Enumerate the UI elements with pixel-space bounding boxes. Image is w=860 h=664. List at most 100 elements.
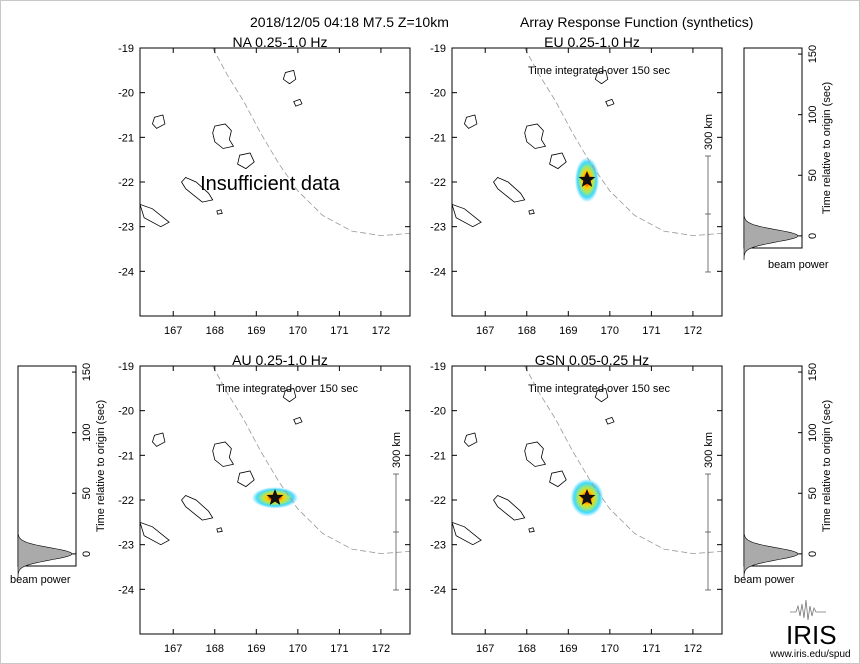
x-tick-label: 169 <box>247 643 265 655</box>
coastline-island-loyalty-a <box>524 123 547 149</box>
coastline-island-small-a <box>464 114 478 129</box>
plate-boundary <box>212 48 410 237</box>
x-tick-label: 168 <box>206 325 224 337</box>
x-tick-label: 167 <box>476 643 494 655</box>
panel-title: EU 0.25-1.0 Hz <box>544 34 640 50</box>
figure-title: 2018/12/05 04:18 M7.5 Z=10km <box>250 14 449 30</box>
beam-y-tick-label: 0 <box>81 551 93 557</box>
beam-power-frame <box>743 365 803 567</box>
coastline-island-sliver <box>140 521 170 546</box>
x-tick-label: 172 <box>372 325 390 337</box>
coastline-island-sliver <box>452 203 482 228</box>
y-tick-label: -23 <box>430 222 446 234</box>
coastline-island-loyalty-b <box>549 470 567 488</box>
y-tick-label: -20 <box>118 88 134 100</box>
map-layer <box>452 366 722 555</box>
x-tick-label: 172 <box>372 643 390 655</box>
x-tick-label: 169 <box>559 325 577 337</box>
beam-y-tick-label: 150 <box>807 363 819 381</box>
x-tick-label: 171 <box>330 643 348 655</box>
panel-gsn: 167 168 169 170 171 172 -19 -20 -21 -22 -23 -24 GSN … <box>430 352 723 655</box>
y-tick-label: -19 <box>430 361 446 373</box>
beam-power-eu: 0 50 100 150 Time relative to origin (sec) be… <box>743 45 833 271</box>
x-tick-label: 171 <box>330 325 348 337</box>
panel-note: Time integrated over 150 sec <box>528 65 671 77</box>
y-tick-label: -20 <box>118 406 134 418</box>
beam-power-curve <box>743 211 799 261</box>
panel-na: 167 168 169 170 171 172 -19 -20 -21 -22 -23 -24 NA 0… <box>118 34 411 337</box>
y-tick-label: -23 <box>118 222 134 234</box>
panel-title: GSN 0.05-0.25 Hz <box>535 352 649 368</box>
y-tick-label: -24 <box>430 266 446 278</box>
coastline-island-tiny <box>528 527 535 533</box>
coastline-island-fiji-north <box>493 177 526 203</box>
x-tick-label: 167 <box>164 325 182 337</box>
epicenter-star-icon <box>578 488 596 505</box>
beam-y-axis-label: Time relative to origin (sec) <box>95 400 107 532</box>
y-tick-label: -24 <box>118 266 134 278</box>
beam-power-frame <box>743 47 803 249</box>
x-tick-label: 167 <box>476 325 494 337</box>
beam-y-tick-label: 50 <box>81 487 93 499</box>
y-tick-label: -19 <box>118 361 134 373</box>
coastline-island-small-c <box>605 416 615 425</box>
x-tick-label: 169 <box>247 325 265 337</box>
y-tick-label: -21 <box>118 132 134 144</box>
panel-note: Time integrated over 150 sec <box>216 383 359 395</box>
panel-note: Time integrated over 150 sec <box>528 383 671 395</box>
beam-x-axis-label: beam power <box>734 574 795 586</box>
y-tick-label: -24 <box>118 584 134 596</box>
beam-x-axis-label: beam power <box>768 259 829 271</box>
beam-y-tick-label: 100 <box>807 423 819 441</box>
y-tick-label: -24 <box>430 584 446 596</box>
x-tick-label: 170 <box>601 643 619 655</box>
x-tick-label: 168 <box>206 643 224 655</box>
plate-boundary <box>524 366 722 555</box>
x-tick-label: 170 <box>289 643 307 655</box>
coastline-island-loyalty-a <box>212 441 235 467</box>
map-layer <box>140 48 410 237</box>
scale-bar-label: 300 km <box>703 114 715 150</box>
x-tick-label: 170 <box>601 325 619 337</box>
insufficient-data-label: Insufficient data <box>200 173 341 195</box>
map-layer <box>452 48 722 237</box>
beam-y-tick-label: 50 <box>807 169 819 181</box>
panel-au: 167 168 169 170 171 172 -19 -20 -21 -22 -23 -24 AU 0… <box>118 352 411 655</box>
y-tick-label: -22 <box>430 177 446 189</box>
epicenter-star-icon <box>578 170 596 187</box>
coastline-island-tiny <box>216 209 223 215</box>
x-tick-label: 168 <box>518 643 536 655</box>
coastline-island-small-a <box>152 114 166 129</box>
x-tick-label: 171 <box>642 643 660 655</box>
y-tick-label: -19 <box>118 43 134 55</box>
coastline-island-loyalty-b <box>237 470 255 488</box>
y-tick-label: -21 <box>118 450 134 462</box>
beam-y-axis-label: Time relative to origin (sec) <box>821 82 833 214</box>
coastline-island-small-a <box>464 432 478 447</box>
x-tick-label: 169 <box>559 643 577 655</box>
coastline-island-small-b <box>594 387 609 403</box>
scale-bar-label: 300 km <box>391 432 403 468</box>
beam-y-tick-label: 100 <box>81 423 93 441</box>
beam-power-curve <box>17 529 73 579</box>
iris-logo: IRIS www.iris.edu/spud <box>769 599 851 660</box>
y-tick-label: -19 <box>430 43 446 55</box>
coastline-island-small-b <box>282 387 297 403</box>
coastline-island-sliver <box>140 203 170 228</box>
coastline-island-loyalty-a <box>212 123 235 149</box>
beam-y-tick-label: 0 <box>807 551 819 557</box>
iris-url: www.iris.edu/spud <box>769 649 851 660</box>
scale-bar-label: 300 km <box>703 432 715 468</box>
x-tick-label: 172 <box>684 643 702 655</box>
map-background <box>140 48 410 316</box>
coastline-island-fiji-north <box>493 495 526 521</box>
beam-y-tick-label: 50 <box>807 487 819 499</box>
y-tick-label: -22 <box>118 495 134 507</box>
y-tick-label: -23 <box>118 540 134 552</box>
coastline-island-small-c <box>605 98 615 107</box>
coastline-island-loyalty-b <box>549 152 567 170</box>
figure-subtitle: Array Response Function (synthetics) <box>520 14 753 30</box>
x-tick-label: 168 <box>518 325 536 337</box>
